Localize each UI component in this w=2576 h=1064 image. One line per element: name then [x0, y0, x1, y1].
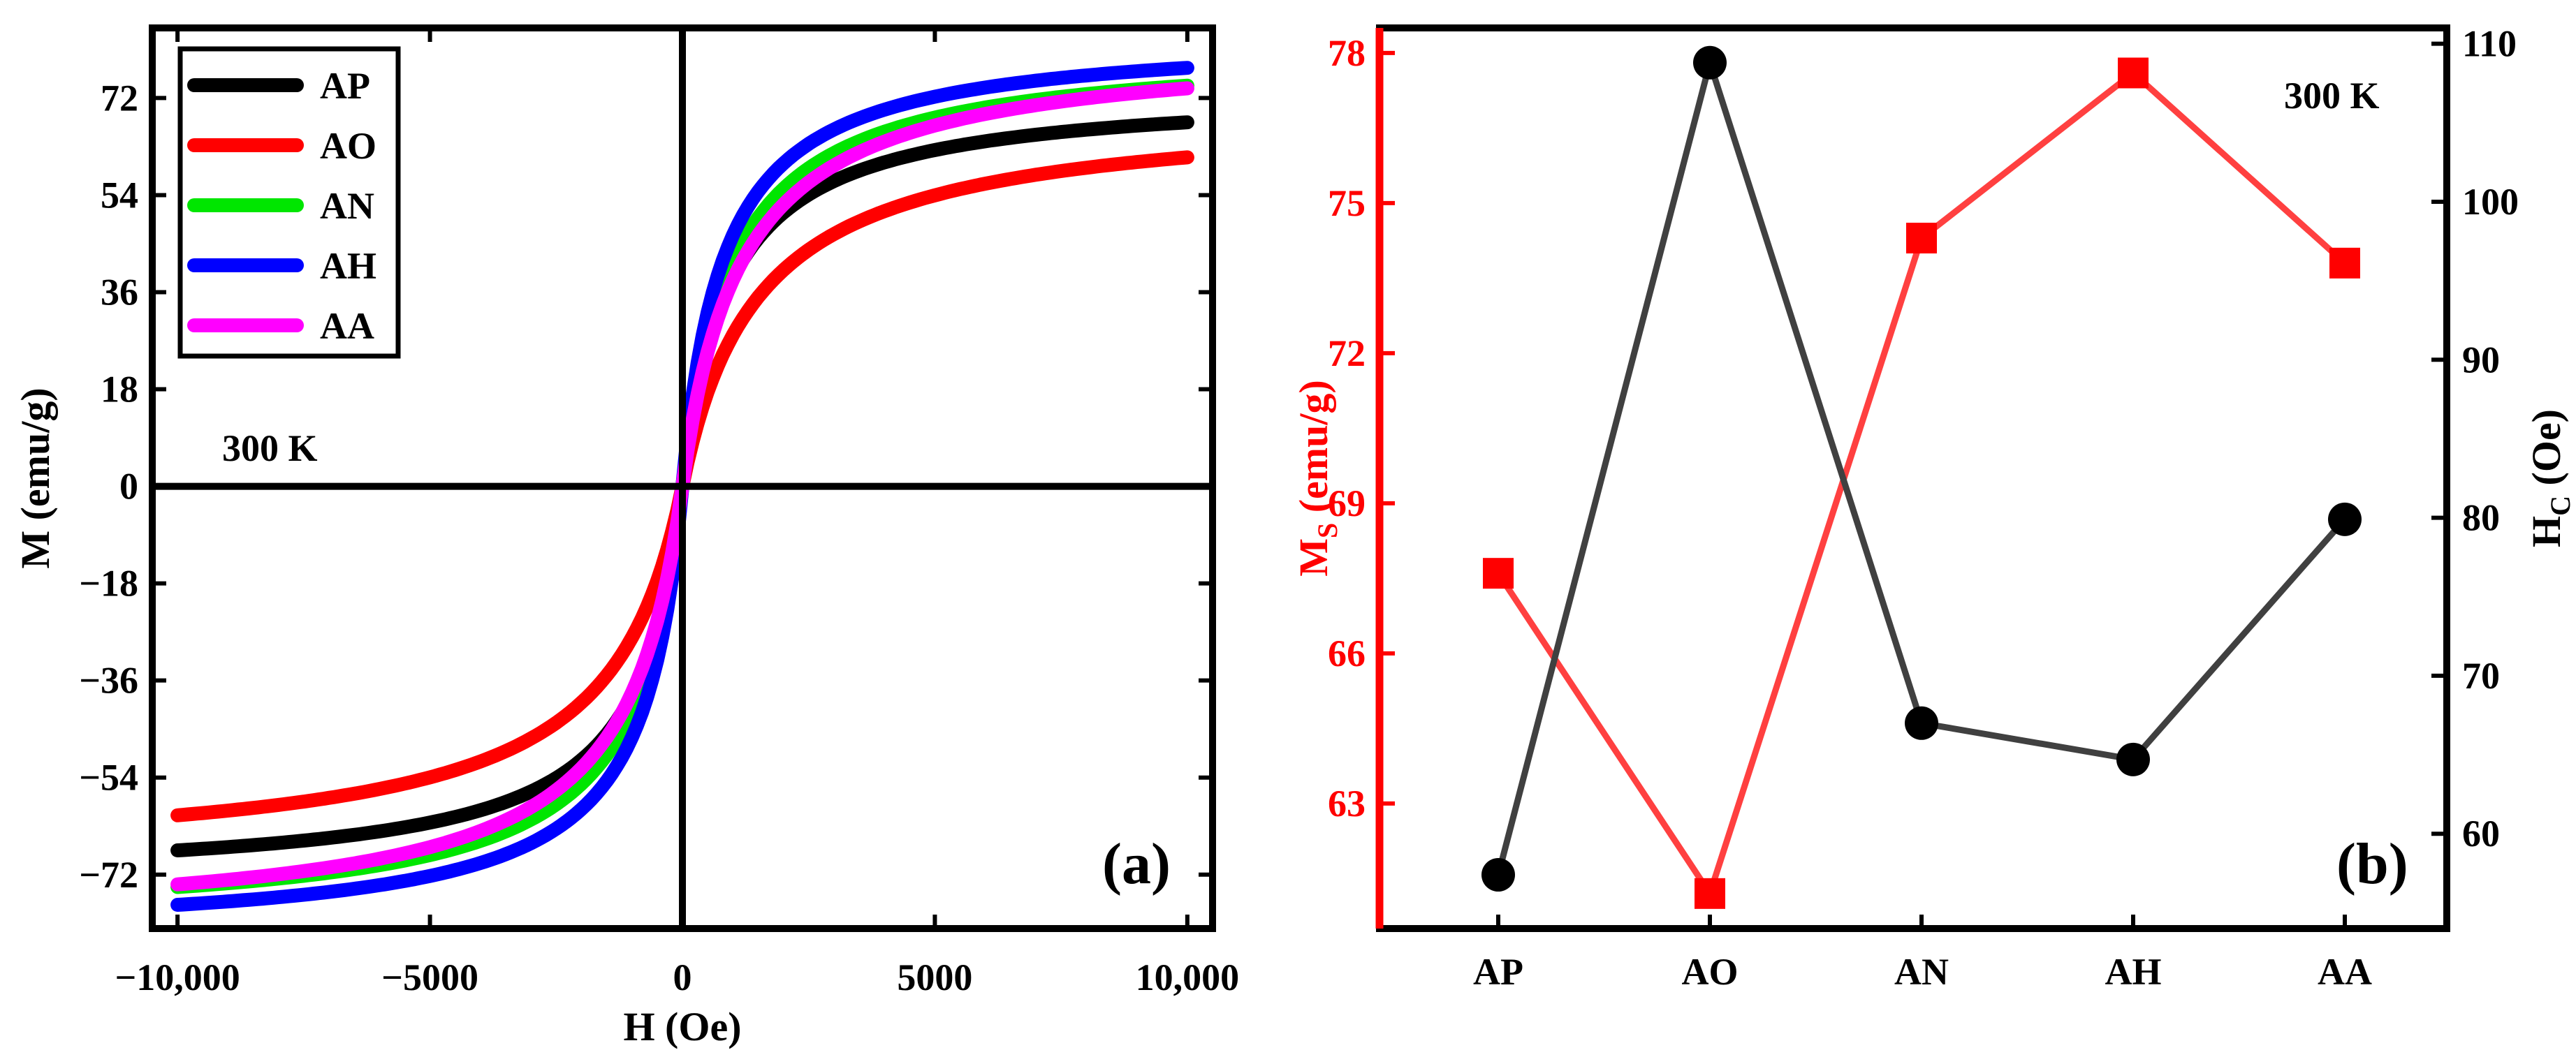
panel-b-temperature-label: 300 K: [2284, 75, 2380, 117]
left-tick-label: 75: [1328, 182, 1366, 224]
legend-label-ao: AO: [320, 125, 376, 167]
x-tick-label: −5000: [381, 956, 478, 998]
panel-b-series: [1481, 45, 2362, 909]
panel-b-left-axis-title: MS (emu/g): [1291, 380, 1343, 577]
left-tick-label: 66: [1328, 633, 1366, 674]
panel-a-y-axis-title: M (emu/g): [13, 387, 58, 568]
right-tick-label: 80: [2462, 497, 2500, 539]
left-tick-label: 72: [1328, 332, 1366, 374]
series-line-ms: [1495, 68, 2348, 901]
hc-marker-an: [1905, 706, 1938, 740]
y-tick-label: −54: [79, 757, 138, 799]
panel-b-x-ticks: AP AO AN AH AA: [1473, 915, 2372, 993]
category-label-ao: AO: [1682, 951, 1739, 993]
panel-a-x-axis-title: H (Oe): [623, 1004, 741, 1049]
y-tick-label: −72: [79, 854, 138, 896]
legend-label-an: AN: [320, 185, 374, 227]
ms-marker-aa: [2329, 247, 2360, 279]
ms-marker-ap: [1483, 558, 1514, 589]
hc-marker-aa: [2328, 502, 2362, 536]
category-label-aa: AA: [2318, 951, 2372, 993]
x-tick-label: 0: [673, 956, 692, 998]
right-tick-label: 110: [2462, 23, 2517, 65]
x-tick-label: 5000: [897, 956, 972, 998]
legend-label-aa: AA: [320, 305, 374, 347]
panel-b-frame: [1376, 24, 2450, 932]
panel-a-hysteresis-plot: −10,000 −5000 0 5000 10,000 −72 −54 −36 −18 0 18 3…: [13, 24, 1240, 1049]
hc-marker-ah: [2116, 742, 2150, 776]
y-tick-label: −36: [79, 660, 138, 702]
ms-marker-ao: [1695, 878, 1725, 909]
panel-b-right-axis-title: HC (Oe): [2524, 409, 2576, 547]
panel-a-label: (a): [1102, 832, 1171, 896]
hc-marker-ao: [1693, 45, 1727, 80]
x-tick-label: −10,000: [115, 956, 240, 998]
y-tick-label: −18: [79, 563, 138, 605]
y-tick-label: 72: [101, 77, 138, 119]
panel-b-label: (b): [2336, 832, 2408, 896]
panel-b-property-plot: 63 66 69 72 75 78 60 70 80 90 100 110 AP AO AN AH AA 3…: [1291, 23, 2576, 993]
y-tick-label: 54: [101, 174, 138, 216]
hc-marker-ap: [1481, 858, 1515, 892]
left-tick-label: 78: [1328, 32, 1366, 74]
right-tick-label: 90: [2462, 339, 2500, 380]
right-tick-label: 60: [2462, 813, 2500, 855]
panel-b-right-ticks: 60 70 80 90 100 110: [2431, 23, 2519, 855]
ms-marker-an: [1906, 223, 1937, 253]
series-line-hc: [1495, 51, 2348, 876]
right-tick-label: 70: [2462, 655, 2500, 697]
category-label-ap: AP: [1473, 951, 1523, 993]
panel-a-y-ticks: −72 −54 −36 −18 0 18 36 54 72: [79, 77, 1213, 896]
y-tick-label: 18: [101, 369, 138, 411]
legend-label-ap: AP: [320, 65, 370, 107]
ms-marker-ah: [2118, 57, 2149, 89]
left-tick-label: 63: [1328, 783, 1366, 825]
panel-a-x-ticks: −10,000 −5000 0 5000 10,000: [115, 28, 1240, 998]
y-tick-label: 36: [101, 272, 138, 313]
left-tick-label: 69: [1328, 482, 1366, 524]
x-tick-label: 10,000: [1136, 956, 1240, 998]
panel-b-left-ticks: 63 66 69 72 75 78: [1328, 32, 1395, 825]
panel-a-legend: AP AO AN AH AA: [177, 46, 401, 359]
legend-label-ah: AH: [320, 245, 376, 287]
panel-a-temperature-label: 300 K: [222, 427, 318, 469]
category-label-ah: AH: [2105, 951, 2162, 993]
category-label-an: AN: [1894, 951, 1949, 993]
y-tick-label: 0: [119, 466, 138, 508]
right-tick-label: 100: [2462, 181, 2519, 223]
